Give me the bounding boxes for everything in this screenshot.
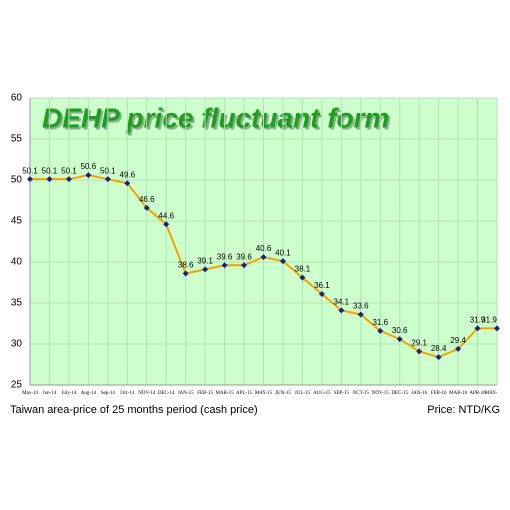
x-tick-label: APR-16 [469, 391, 486, 396]
x-tick-label: MAY-15 [255, 391, 273, 396]
marker [318, 290, 325, 297]
data-label: 39.1 [197, 256, 213, 265]
data-label: 34.1 [334, 297, 350, 306]
marker [221, 262, 228, 269]
marker [46, 176, 53, 183]
y-tick-label: 25 [11, 380, 23, 391]
marker [241, 262, 248, 269]
x-tick-label: MAY- [485, 391, 498, 396]
data-label: 39.6 [236, 252, 252, 261]
x-tick-label: MAR-16 [449, 391, 468, 396]
marker [260, 254, 267, 261]
marker [474, 325, 481, 332]
data-label: 29.4 [450, 336, 466, 345]
data-label: 50.1 [22, 166, 38, 175]
marker [65, 176, 72, 183]
data-label: 40.1 [275, 248, 291, 257]
x-tick-label: Sep-14 [101, 391, 116, 396]
marker [202, 266, 209, 273]
data-label: 39.6 [217, 252, 233, 261]
marker [338, 307, 345, 314]
x-tick-label: JUN-15 [275, 391, 291, 396]
y-tick-label: 55 [11, 134, 23, 145]
data-label: 40.6 [256, 244, 272, 253]
x-tick-label: APL-15 [236, 391, 253, 396]
data-label: 31.9 [481, 316, 497, 325]
caption: Taiwan area-price of 25 months period (c… [10, 404, 258, 416]
x-tick-label: NOV-15 [372, 391, 390, 396]
data-label: 50.6 [81, 162, 97, 171]
x-tick-label: DEC-14 [158, 391, 175, 396]
x-tick-label: July-14 [61, 391, 77, 396]
y-tick-label: 60 [11, 93, 23, 104]
marker [494, 325, 500, 332]
data-label: 28.4 [431, 344, 447, 353]
data-label: 38.1 [295, 265, 311, 274]
marker [396, 336, 403, 343]
data-label: 50.1 [61, 166, 77, 175]
marker [377, 327, 384, 334]
data-label: 50.1 [100, 166, 116, 175]
marker [435, 354, 442, 361]
marker [279, 258, 286, 265]
data-label: 50.1 [42, 166, 58, 175]
x-tick-label: May-14 [22, 391, 38, 396]
data-label: 49.6 [120, 170, 136, 179]
x-tick-label: Oct-14 [120, 391, 134, 396]
marker [182, 270, 189, 277]
data-label: 38.6 [178, 261, 194, 270]
x-tick-label: SEP-15 [334, 391, 350, 396]
data-label: 29.1 [411, 338, 427, 347]
x-tick-label: DEC-15 [391, 391, 408, 396]
data-label: 44.6 [158, 211, 174, 220]
marker [163, 221, 170, 228]
data-label: 31.6 [372, 318, 388, 327]
x-tick-label: OCT-15 [353, 391, 370, 396]
data-label: 33.6 [353, 302, 369, 311]
x-tick-label: Aug-14 [81, 391, 97, 396]
data-label: 46.6 [139, 195, 155, 204]
data-label: 31.9 [470, 316, 486, 325]
x-tick-label: JAN-15 [178, 391, 194, 396]
x-tick-label: JAN-16 [411, 391, 427, 396]
marker [299, 274, 306, 281]
marker [124, 180, 131, 187]
y-tick-label: 45 [11, 216, 23, 227]
x-tick-label: AUG-15 [313, 391, 331, 396]
chart-title: DEHP price fluctuant form [42, 102, 389, 133]
unit-note: Price: NTD/KG [427, 404, 500, 416]
marker [104, 176, 111, 183]
data-label: 30.6 [392, 326, 408, 335]
marker [357, 311, 364, 318]
marker [416, 348, 423, 355]
y-tick-label: 50 [11, 175, 23, 186]
x-tick-label: MAR-15 [216, 391, 235, 396]
x-tick-label: FEB-16 [431, 391, 447, 396]
y-tick-label: 35 [11, 298, 23, 309]
x-tick-label: Jun-14 [43, 391, 57, 396]
x-tick-label: NOV-14 [138, 391, 156, 396]
marker [85, 172, 92, 179]
marker [27, 176, 33, 183]
marker [455, 345, 462, 352]
y-tick-label: 30 [11, 339, 23, 350]
x-tick-label: JUL-15 [295, 391, 311, 396]
marker [143, 204, 150, 211]
y-tick-label: 40 [11, 257, 23, 268]
data-label: 36.1 [314, 281, 330, 290]
x-tick-label: FEB-15 [197, 391, 213, 396]
chart-title-shadow: DEHP price fluctuant form [44, 104, 391, 135]
